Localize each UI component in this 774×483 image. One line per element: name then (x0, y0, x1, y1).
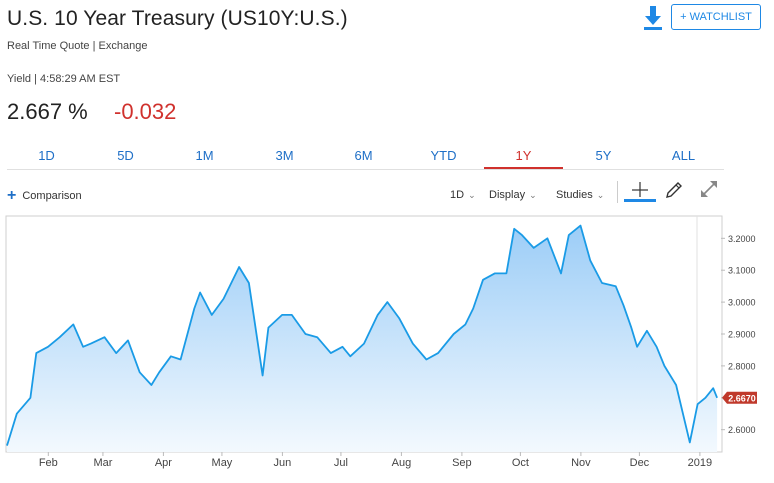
studies-label: Studies (556, 189, 593, 201)
yield-change: -0.032 (114, 99, 177, 124)
x-tick-label: Apr (155, 457, 172, 469)
chevron-down-icon: ⌄ (529, 190, 537, 200)
chevron-down-icon: ⌄ (596, 190, 605, 200)
y-tick-label: 3.2000 (728, 234, 756, 244)
draw-pencil-icon (666, 182, 682, 198)
interval-label: 1D (450, 189, 465, 201)
x-tick-label: Nov (571, 457, 591, 469)
download-button[interactable] (640, 4, 666, 32)
tab-1y[interactable]: 1Y (484, 145, 563, 169)
tab-5y[interactable]: 5Y (595, 148, 612, 163)
fullscreen-button[interactable] (699, 179, 719, 199)
page-title: U.S. 10 Year Treasury (US10Y:U.S.) (7, 7, 348, 30)
add-to-watchlist-button[interactable]: + WATCHLIST (671, 4, 761, 30)
y-tick-label: 2.6000 (728, 425, 756, 435)
tab-all[interactable]: ALL (671, 148, 696, 163)
y-tick-label: 2.9000 (728, 330, 756, 340)
current-value-marker (722, 391, 757, 404)
expand-icon (701, 181, 717, 197)
tab-3m[interactable]: 3M (275, 148, 294, 163)
x-tick-label: May (212, 457, 233, 469)
plus-icon: + (7, 187, 17, 204)
yield-timestamp: Yield | 4:58:29 AM EST (7, 73, 121, 85)
x-tick-label: Jun (274, 457, 292, 469)
y-tick-label: 3.1000 (728, 266, 756, 276)
download-icon (644, 6, 662, 30)
interval-dropdown[interactable]: 1D ⌄ (450, 189, 476, 201)
x-tick-label: Sep (452, 457, 472, 469)
display-dropdown[interactable]: Display ⌄ (489, 189, 537, 201)
x-tick-label: Dec (630, 457, 650, 469)
draw-button[interactable] (664, 180, 684, 200)
x-tick-label: Aug (392, 457, 412, 469)
tab-ytd[interactable]: YTD (430, 148, 457, 163)
tab-5d[interactable]: 5D (117, 148, 134, 163)
tab-6m[interactable]: 6M (354, 148, 373, 163)
x-tick-label: Mar (93, 457, 112, 469)
y-tick-label: 3.0000 (728, 298, 756, 308)
studies-dropdown[interactable]: Studies ⌄ (556, 189, 604, 201)
x-tick-label: Feb (39, 457, 58, 469)
y-tick-label: 2.8000 (728, 361, 756, 371)
chevron-down-icon: ⌄ (468, 190, 476, 200)
display-label: Display (489, 189, 526, 201)
current-yield: 2.667 % (7, 99, 88, 124)
time-range-tabs: 1D 5D 1M 3M 6M YTD 1Y 5Y ALL (7, 145, 724, 170)
x-tick-label: Jul (334, 457, 348, 469)
tab-1d[interactable]: 1D (38, 148, 55, 163)
tab-1m[interactable]: 1M (195, 148, 214, 163)
series-area (7, 225, 718, 452)
comparison-label: Comparison (22, 190, 82, 202)
crosshair-icon (624, 182, 656, 202)
crosshair-button[interactable] (624, 181, 656, 203)
x-tick-label: 2019 (688, 457, 712, 469)
comparison-button[interactable]: + Comparison (7, 187, 82, 205)
toolbar-divider (617, 181, 618, 203)
current-value-label: 2.6670 (728, 393, 756, 403)
yield-chart[interactable]: Feb Mar Apr May Jun Jul Aug Sep Oct Nov Dec 2019 3.… (0, 210, 774, 483)
series-line (6, 224, 718, 446)
quote-source: Real Time Quote | Exchange (7, 40, 148, 52)
x-tick-label: Oct (512, 457, 529, 469)
